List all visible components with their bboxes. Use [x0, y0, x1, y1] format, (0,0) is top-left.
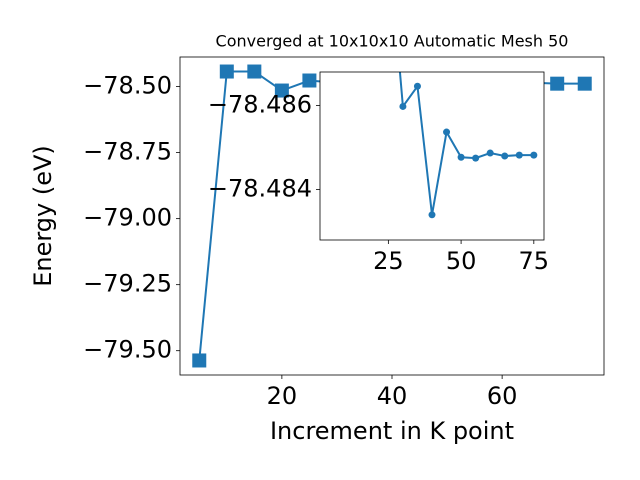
marker: [472, 154, 480, 162]
marker: [219, 64, 234, 79]
marker: [413, 82, 421, 90]
marker: [443, 128, 451, 136]
x-axis-label: Increment in K point: [270, 417, 514, 445]
y-tick-label: −79.25: [83, 270, 172, 298]
x-tick-label: 20: [267, 382, 298, 410]
marker: [501, 152, 509, 160]
marker: [428, 211, 436, 219]
marker: [577, 76, 592, 91]
y-tick-label: −78.486: [208, 91, 312, 119]
marker: [399, 102, 407, 110]
y-axis-label: Energy (eV): [29, 145, 57, 287]
marker: [530, 151, 538, 159]
x-tick-label: 75: [519, 247, 550, 275]
y-tick-label: −78.484: [208, 175, 312, 203]
x-tick-label: 40: [377, 382, 408, 410]
marker: [247, 64, 262, 79]
marker: [515, 151, 523, 159]
y-tick-label: −78.75: [83, 138, 172, 166]
plot-area: [398, 72, 538, 219]
y-tick-label: −78.50: [83, 72, 172, 100]
marker: [192, 353, 207, 368]
chart-title: Converged at 10x10x10 Automatic Mesh 50: [216, 32, 569, 51]
marker: [274, 83, 289, 98]
x-tick-label: 60: [487, 382, 518, 410]
y-tick-label: −79.00: [83, 204, 172, 232]
marker: [550, 76, 565, 91]
marker: [457, 153, 465, 161]
x-tick-label: 25: [373, 247, 404, 275]
y-tick-label: −79.50: [83, 336, 172, 364]
marker: [486, 149, 494, 157]
marker: [302, 73, 317, 88]
axes-frame: [319, 71, 545, 241]
x-tick-label: 50: [446, 247, 477, 275]
